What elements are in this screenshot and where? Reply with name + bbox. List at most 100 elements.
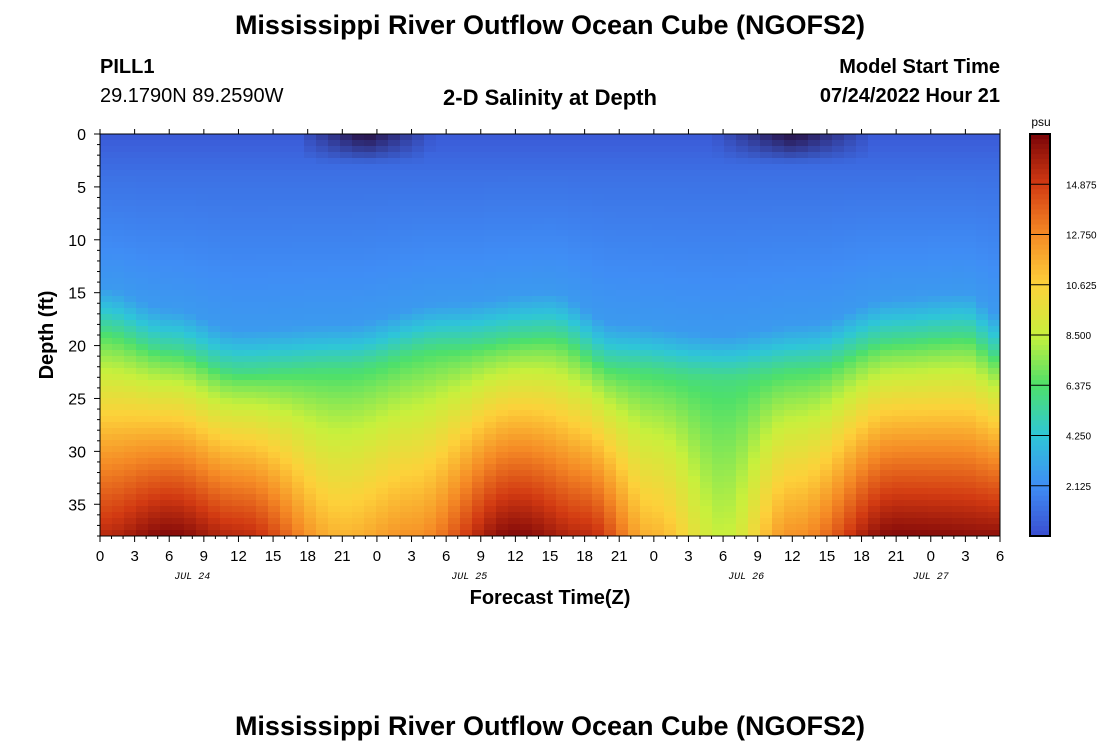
heatmap-cell [340,236,353,243]
heatmap-cell [484,188,497,195]
heatmap-cell [316,266,329,273]
heatmap-cell [232,428,245,435]
heatmap-cell [556,338,569,345]
heatmap-cell [940,470,953,477]
heatmap-cell [256,176,269,183]
heatmap-cell [616,374,629,381]
heatmap-cell [628,404,641,411]
heatmap-cell [148,380,161,387]
heatmap-cell [316,218,329,225]
heatmap-cell [520,194,533,201]
heatmap-cell [688,170,701,177]
heatmap-cell [664,260,677,267]
heatmap-cell [268,230,281,237]
heatmap-cell [256,434,269,441]
heatmap-cell [208,500,221,507]
heatmap-cell [796,254,809,261]
heatmap-cell [544,428,557,435]
heatmap-cell [964,350,977,357]
heatmap-cell [460,152,473,159]
heatmap-cell [832,500,845,507]
heatmap-cell [928,224,941,231]
heatmap-cell [976,446,989,453]
heatmap-cell [220,344,233,351]
heatmap-cell [988,470,1001,477]
heatmap-cell [688,446,701,453]
heatmap-cell [820,278,833,285]
heatmap-cell [892,476,905,483]
heatmap-cell [724,152,737,159]
heatmap-cell [580,278,593,285]
heatmap-cell [256,356,269,363]
heatmap-cell [748,392,761,399]
heatmap-cell [544,344,557,351]
heatmap-cell [544,248,557,255]
heatmap-cell [952,254,965,261]
heatmap-cell [676,260,689,267]
heatmap-cell [352,464,365,471]
heatmap-cell [856,434,869,441]
heatmap-cell [196,290,209,297]
heatmap-cell [136,440,149,447]
heatmap-cell [688,164,701,171]
heatmap-cell [676,254,689,261]
heatmap-cell [340,332,353,339]
heatmap-cell [808,506,821,513]
heatmap-cell [772,224,785,231]
heatmap-cell [448,320,461,327]
heatmap-cell [184,398,197,405]
heatmap-cell [520,200,533,207]
heatmap-cell [844,386,857,393]
heatmap-cell [916,218,929,225]
heatmap-cell [616,212,629,219]
heatmap-cell [520,140,533,147]
heatmap-cell [328,176,341,183]
heatmap-cell [712,194,725,201]
heatmap-cell [808,518,821,525]
heatmap-cell [880,236,893,243]
heatmap-cell [760,350,773,357]
heatmap-cell [832,302,845,309]
heatmap-cell [160,140,173,147]
heatmap-cell [412,482,425,489]
heatmap-cell [544,446,557,453]
heatmap-cell [280,260,293,267]
heatmap-cell [424,170,437,177]
heatmap-cell [544,146,557,153]
heatmap-cell [688,218,701,225]
heatmap-cell [592,434,605,441]
heatmap-cell [400,224,413,231]
heatmap-cell [508,476,521,483]
heatmap-cell [928,140,941,147]
heatmap-cell [904,518,917,525]
heatmap-cell [196,260,209,267]
heatmap-cell [220,272,233,279]
heatmap-cell [232,422,245,429]
heatmap-cell [700,440,713,447]
heatmap-cell [532,224,545,231]
heatmap-cell [976,176,989,183]
heatmap-cell [988,314,1001,321]
heatmap-cell [616,164,629,171]
heatmap-cell [208,200,221,207]
heatmap-cell [460,530,473,537]
heatmap-cell [532,362,545,369]
heatmap-cell [700,164,713,171]
heatmap-cell [748,446,761,453]
heatmap-cell [964,368,977,375]
heatmap-cell [964,404,977,411]
heatmap-cell [820,170,833,177]
heatmap-cell [940,428,953,435]
heatmap-cell [988,506,1001,513]
heatmap-cell [448,392,461,399]
heatmap-cell [292,242,305,249]
heatmap-cell [868,356,881,363]
heatmap-cell [532,518,545,525]
heatmap-cell [964,392,977,399]
heatmap-cell [940,356,953,363]
heatmap-cell [400,170,413,177]
heatmap-cell [268,194,281,201]
heatmap-cell [520,272,533,279]
heatmap-cell [400,284,413,291]
heatmap-cell [400,368,413,375]
